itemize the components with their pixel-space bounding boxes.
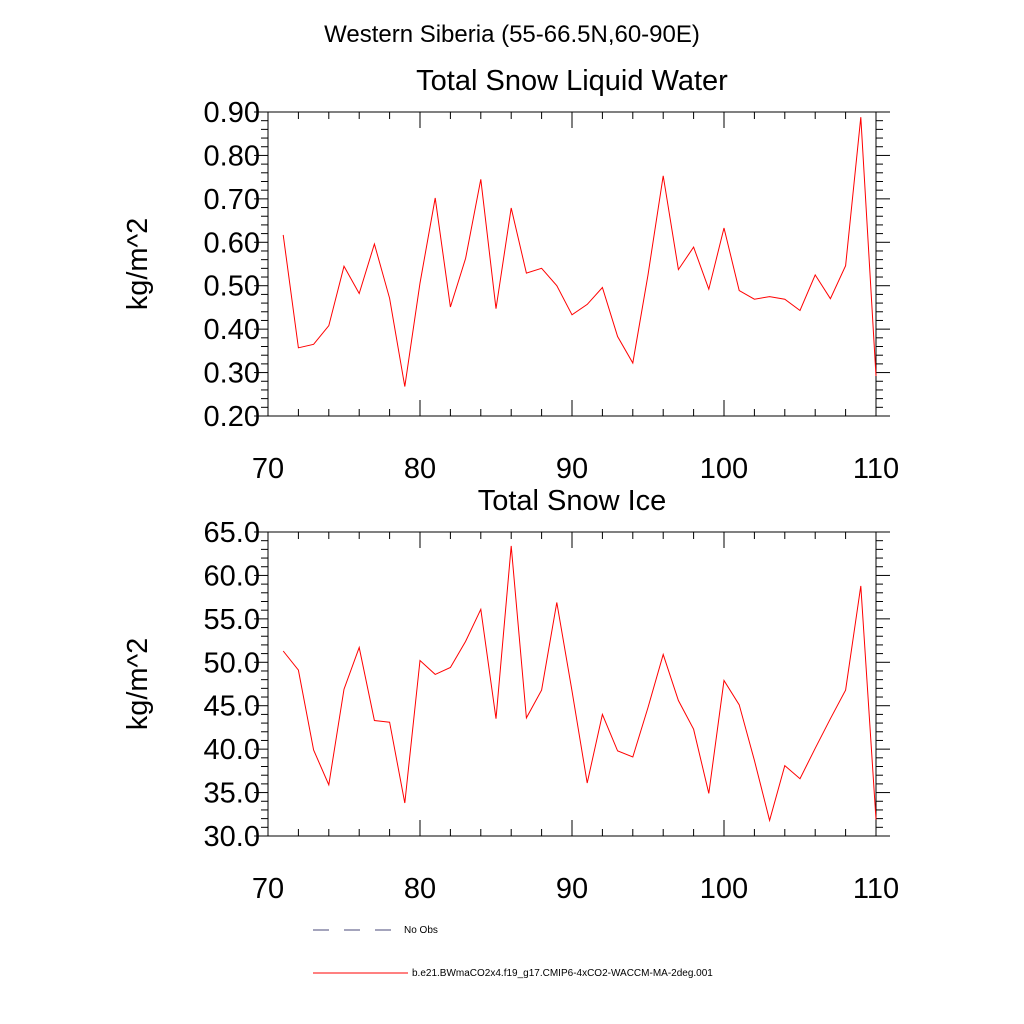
x-tick-label: 110 [853,453,899,485]
plot-frame [267,531,877,837]
y-tick-label: 35.0 [204,778,260,810]
y-tick-label: 45.0 [204,691,260,723]
plot-frame [267,111,877,417]
figure-suptitle: Western Siberia (55-66.5N,60-90E) [324,21,700,48]
x-tick-label: 90 [556,873,588,905]
chart-title: Total Snow Ice [478,485,667,517]
y-tick-label: 0.60 [204,227,260,259]
y-tick-label: 0.90 [204,97,260,129]
y-tick-label: 65.0 [204,517,260,549]
x-tick-label: 100 [700,873,748,905]
series-line [282,117,877,387]
y-tick-label: 30.0 [204,821,260,853]
x-tick-label: 80 [404,873,436,905]
y-tick-label: 0.40 [204,314,260,346]
y-tick-label: 0.50 [204,271,260,303]
x-tick-label: 80 [404,453,436,485]
chart-title: Total Snow Liquid Water [416,65,728,97]
x-tick-label: 90 [556,453,588,485]
x-tick-label: 110 [853,873,899,905]
panel-snow-ice: Total Snow Ice kg/m^2 70 80 90 100 110 30.0 35.0… [122,485,899,905]
series-line [282,545,877,823]
y-tick-label: 40.0 [204,734,260,766]
y-tick-label: 0.30 [204,358,260,390]
y-tick-label: 0.80 [204,140,260,172]
legend: No Obs b.e21.BWmaCO2x4.f19_g17.CMIP6-4xC… [313,925,713,979]
y-tick-label: 55.0 [204,604,260,636]
x-tick-label: 70 [252,873,284,905]
x-tick-label: 70 [252,453,284,485]
panel-snow-liquid-water: Total Snow Liquid Water kg/m^2 70 80 90 100 11… [122,65,899,485]
y-tick-label: 0.70 [204,184,260,216]
y-tick-label: 50.0 [204,647,260,679]
legend-model-label: b.e21.BWmaCO2x4.f19_g17.CMIP6-4xCO2-WACC… [412,968,713,979]
y-axis-label: kg/m^2 [122,218,154,311]
y-tick-label: 0.20 [204,401,260,433]
x-tick-label: 100 [700,453,748,485]
y-tick-label: 60.0 [204,560,260,592]
y-axis-label: kg/m^2 [122,638,154,731]
legend-obs-label: No Obs [404,925,438,936]
